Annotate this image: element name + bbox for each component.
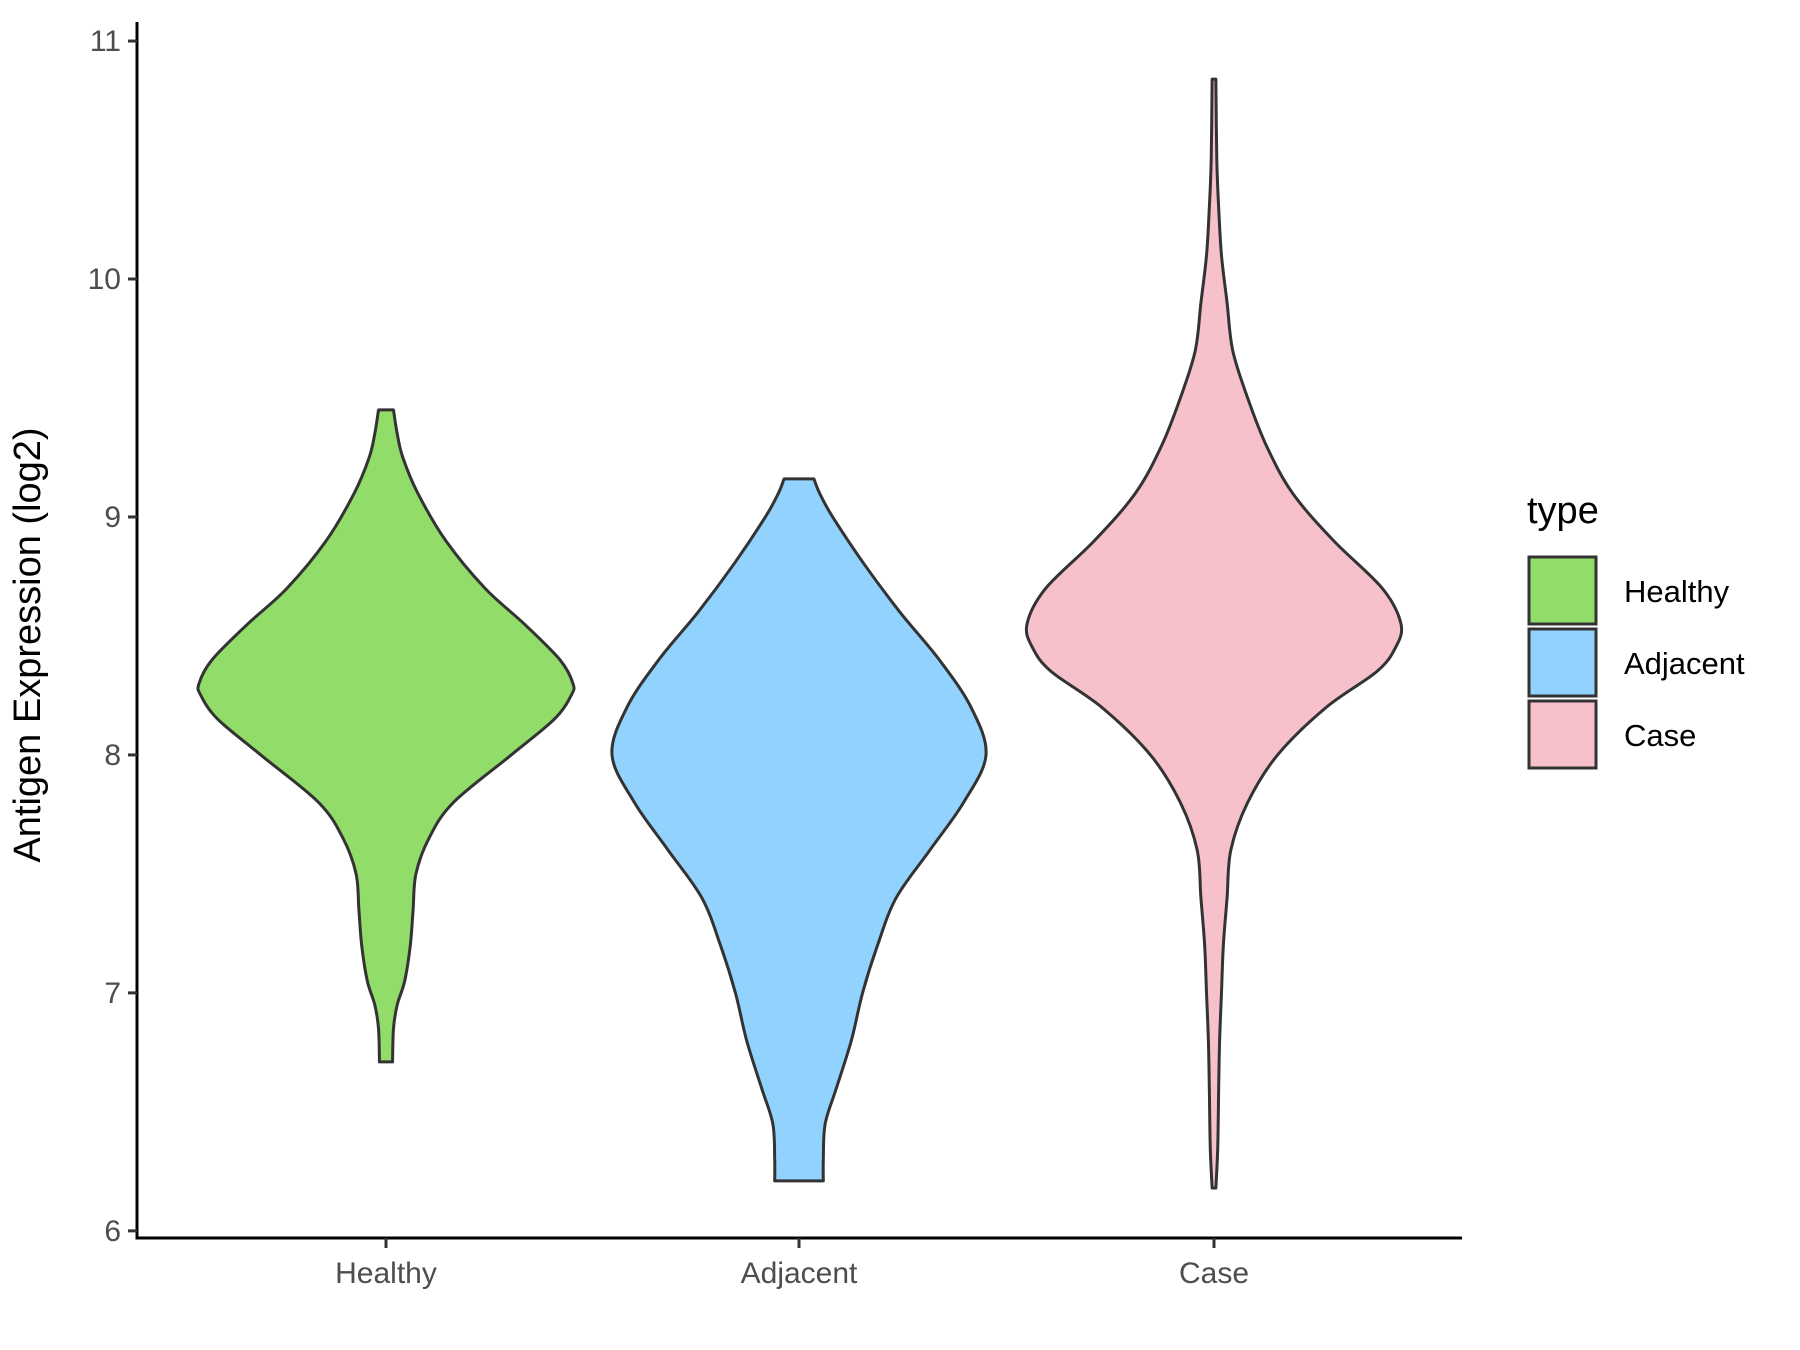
y-tick-label: 10 bbox=[88, 263, 121, 296]
x-axis-ticks: Healthy Adjacent Case bbox=[335, 1238, 1249, 1290]
legend-swatch-adjacent bbox=[1527, 627, 1598, 698]
x-tick-label: Healthy bbox=[335, 1257, 437, 1290]
violin-layer bbox=[196, 77, 1404, 1190]
legend-label-adjacent: Adjacent bbox=[1624, 646, 1745, 681]
y-tick-label: 7 bbox=[104, 977, 121, 1010]
x-tick-label: Adjacent bbox=[741, 1257, 858, 1290]
y-tick-label: 9 bbox=[104, 501, 121, 534]
y-axis-title: Antigen Expression (log2) bbox=[7, 427, 49, 862]
y-tick-label: 8 bbox=[104, 739, 121, 772]
legend-swatch-case bbox=[1527, 699, 1598, 770]
x-tick-label: Case bbox=[1179, 1257, 1249, 1290]
legend-swatch-healthy bbox=[1527, 555, 1598, 626]
legend-items: Healthy Adjacent Case bbox=[1527, 555, 1745, 770]
legend-label-case: Case bbox=[1624, 718, 1696, 753]
violin-case bbox=[1024, 77, 1404, 1190]
y-tick-label: 11 bbox=[90, 25, 121, 58]
violin-adjacent bbox=[610, 477, 988, 1183]
axes: 6 7 8 9 10 11 Healthy Adjacent Case bbox=[88, 22, 1462, 1290]
legend: type Healthy Adjacent Case bbox=[1527, 490, 1745, 770]
legend-label-healthy: Healthy bbox=[1624, 574, 1730, 609]
legend-title: type bbox=[1527, 490, 1599, 532]
y-axis-ticks: 6 7 8 9 10 11 bbox=[88, 25, 137, 1248]
y-tick-label: 6 bbox=[104, 1215, 121, 1248]
violin-healthy bbox=[196, 408, 576, 1064]
